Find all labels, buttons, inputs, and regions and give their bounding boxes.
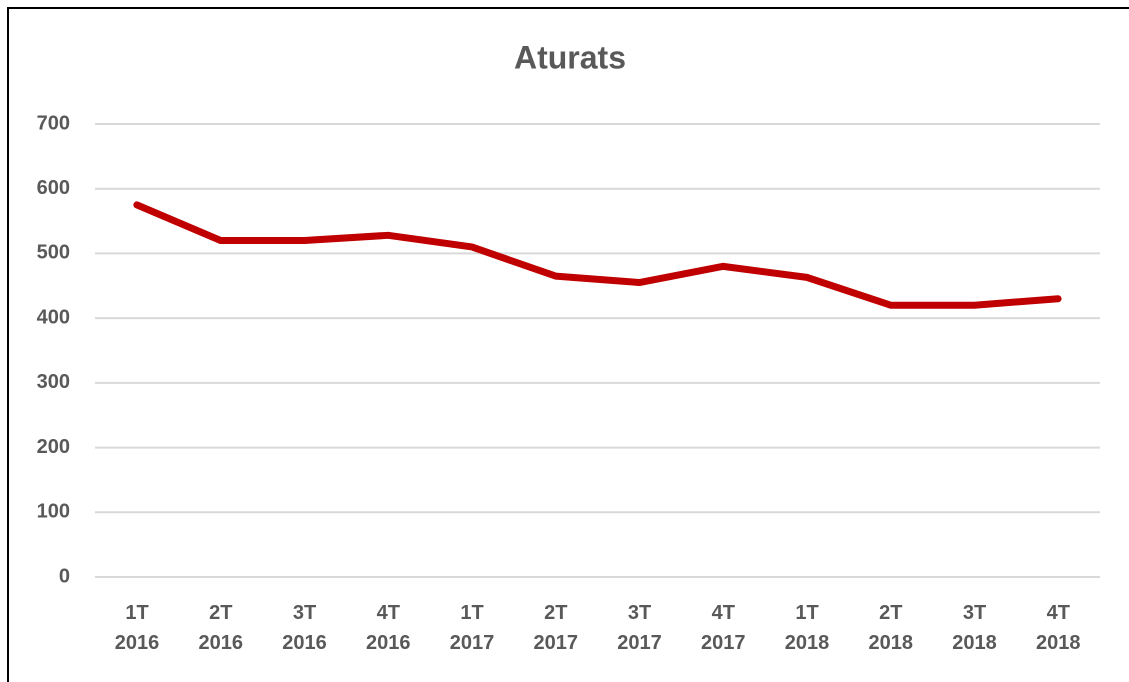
x-tick-label: 1T 2018 — [784, 602, 830, 654]
x-tick-label: 4T 2016 — [366, 602, 411, 654]
chart-title: Aturats — [514, 39, 626, 75]
y-tick-label: 100 — [37, 501, 70, 523]
x-tick-label: 3T 2018 — [952, 602, 997, 654]
x-tick-label: 1T 2016 — [114, 602, 160, 654]
x-tick-label: 4T 2018 — [1036, 602, 1081, 654]
y-tick-label: 200 — [37, 436, 70, 458]
y-tick-label: 300 — [37, 371, 70, 393]
y-tick-label: 400 — [37, 306, 70, 328]
y-tick-label: 0 — [59, 565, 70, 587]
x-tick-label: 3T 2017 — [617, 602, 662, 654]
x-tick-label: 3T 2016 — [282, 602, 327, 654]
x-tick-label: 4T 2017 — [701, 602, 746, 654]
y-tick-label: 500 — [37, 242, 70, 264]
y-tick-label: 600 — [37, 177, 70, 199]
y-tick-label: 700 — [37, 112, 70, 134]
data-line — [133, 201, 1062, 309]
x-tick-label: 1T 2017 — [449, 602, 495, 654]
x-tick-label: 2T 2016 — [198, 602, 244, 654]
x-tick-label: 2T 2018 — [868, 602, 914, 654]
x-tick-label: 2T 2017 — [533, 602, 579, 654]
chart-border — [7, 7, 1129, 682]
